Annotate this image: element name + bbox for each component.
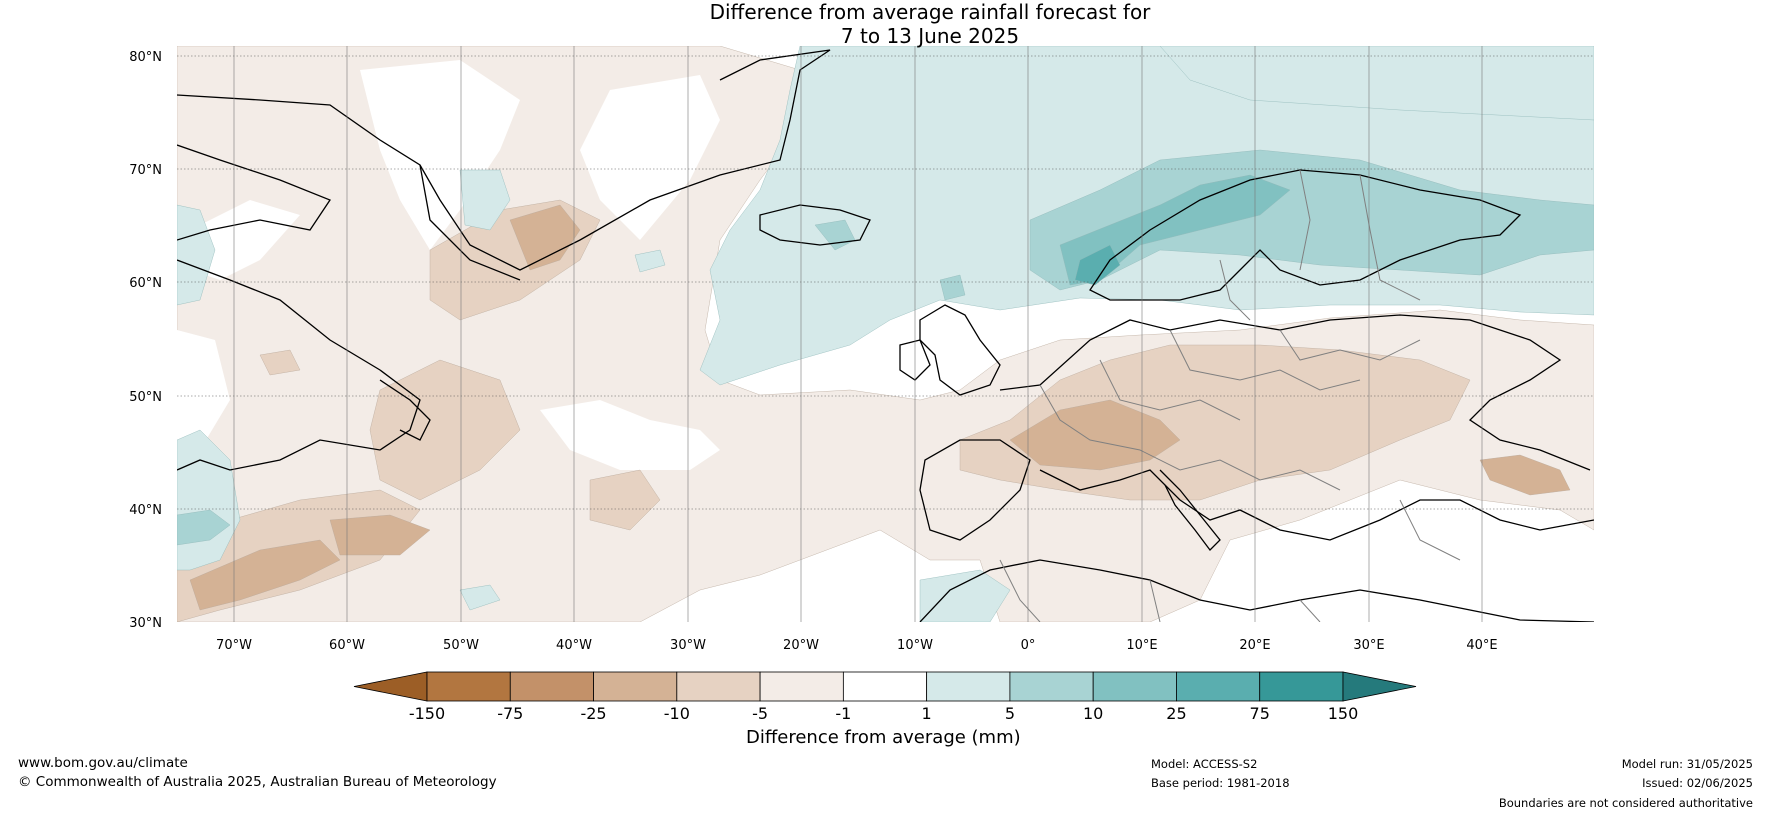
country-borders (999, 169, 1461, 622)
lon-label: 70°W (216, 638, 252, 653)
lat-label: 60°N (129, 276, 162, 291)
neutral-patch-2 (360, 60, 520, 250)
dry-patch-4 (589, 469, 661, 531)
model-text: Model: ACCESS-S2 (1151, 757, 1258, 771)
colorbar-tick-label: 25 (1166, 704, 1186, 723)
neutral-patch-4 (540, 400, 720, 470)
dry-patch-7 (329, 514, 431, 556)
greenland-coast (177, 49, 831, 271)
colorbar-tick-label: 5 (1005, 704, 1015, 723)
europe-coast (999, 314, 1591, 471)
greenland-west-coast (419, 164, 521, 281)
baffin-coast (177, 144, 331, 241)
colorbar-extend-low (353, 671, 428, 702)
lon-label: 0° (1021, 638, 1036, 653)
lon-label: 40°W (556, 638, 592, 653)
anomaly-shading (177, 46, 1594, 622)
wet-patch-west-2 (177, 204, 216, 306)
map-title: Difference from average rainfall forecas… (0, 0, 1770, 48)
dry-core-east (1479, 454, 1571, 496)
labrador-coast (177, 259, 421, 471)
colorbar-tick-label: 1 (922, 704, 932, 723)
dry-core-europe (1009, 399, 1181, 471)
colorbar-bin (1092, 671, 1177, 702)
lat-label: 50°N (129, 390, 162, 405)
lon-label: 20°W (783, 638, 819, 653)
lon-label: 60°W (329, 638, 365, 653)
wet-patch-greenland (459, 169, 511, 231)
lon-label: 20°E (1239, 638, 1270, 653)
meridians (233, 46, 1483, 622)
colorbar-tick-label: 75 (1250, 704, 1270, 723)
colorbar-bin (759, 671, 844, 702)
colorbar-tick-label: 150 (1328, 704, 1359, 723)
wet-medium-west (177, 509, 231, 546)
lon-label: 30°W (670, 638, 706, 653)
lon-label: 30°E (1353, 638, 1384, 653)
iberia-coast (919, 439, 1031, 541)
model-run-text: Model run: 31/05/2025 (1621, 757, 1753, 771)
lon-label: 10°W (897, 638, 933, 653)
issued-text: Issued: 02/06/2025 (1642, 776, 1753, 790)
mediterranean-coast (1039, 469, 1594, 541)
ireland-coast (899, 339, 931, 381)
lon-label: 50°W (443, 638, 479, 653)
colorbar-label: Difference from average (mm) (746, 727, 1021, 748)
neutral-patch-5 (190, 200, 300, 280)
title-line-1: Difference from average rainfall forecas… (709, 0, 1151, 24)
lat-labels: 80°N 70°N 60°N 50°N 40°N 30°N (129, 50, 162, 631)
coastlines (177, 49, 1594, 622)
scandinavia-coast (1089, 169, 1522, 301)
colorbar-ticks: -150 -75 -25 -10 -5 -1 1 5 10 25 75 150 (409, 704, 1358, 723)
colorbar-tick-label: 10 (1083, 704, 1103, 723)
website-link[interactable]: www.bom.gov.au/climate (18, 755, 188, 771)
colorbar-bin (676, 671, 761, 702)
dry-patch-6 (189, 539, 341, 611)
copyright-text: © Commonwealth of Australia 2025, Austra… (18, 774, 497, 790)
colorbar-tick-label: -10 (664, 704, 690, 723)
colorbar-tick-label: -25 (580, 704, 606, 723)
base-period-text: Base period: 1981-2018 (1151, 776, 1290, 790)
wet-patch-small (634, 249, 666, 273)
colorbar-bin (593, 671, 678, 702)
wet-strongest-norway (1074, 244, 1121, 286)
title-line-2: 7 to 13 June 2025 (840, 24, 1020, 48)
colorbar-bin (926, 671, 1011, 702)
neutral-patch-3 (580, 75, 720, 240)
colorbar-bin (1176, 671, 1261, 702)
colorbar-tick-label: -75 (497, 704, 523, 723)
newfoundland-coast (379, 379, 431, 441)
colorbar-bin (842, 671, 928, 702)
colorbar-bin (1259, 671, 1344, 702)
dry-patch-5 (259, 349, 301, 376)
lat-label: 70°N (129, 163, 162, 178)
colorbar-bin (426, 671, 511, 702)
colorbar-tick-label: -150 (409, 704, 445, 723)
iceland-coast (759, 204, 871, 246)
wet-region-greenland-east (1159, 46, 1594, 121)
lat-label: 30°N (129, 616, 162, 631)
wet-patch-atl (459, 584, 501, 611)
graticule (177, 55, 1594, 510)
colorbar-tick-label: -5 (752, 704, 768, 723)
lon-label: 40°E (1466, 638, 1497, 653)
dry-patch-2 (369, 359, 521, 501)
colorbar-tick-label: -1 (835, 704, 851, 723)
colorbar-extend-high (1342, 671, 1417, 702)
lon-labels: 70°W 60°W 50°W 40°W 30°W 20°W 10°W 0° 10… (216, 638, 1498, 653)
neutral-patch-1 (177, 330, 230, 460)
disclaimer-text: Boundaries are not considered authoritat… (1498, 796, 1753, 810)
colorbar (353, 671, 1417, 702)
wet-patch-med (919, 569, 1011, 622)
uk-coast (919, 304, 1001, 396)
colorbar-bin (1009, 671, 1094, 702)
colorbar-bin (509, 671, 594, 702)
lat-label: 80°N (129, 50, 162, 65)
lon-label: 10°E (1126, 638, 1157, 653)
wet-medium-uk (939, 274, 966, 301)
africa-coast (919, 559, 1594, 622)
lat-label: 40°N (129, 503, 162, 518)
